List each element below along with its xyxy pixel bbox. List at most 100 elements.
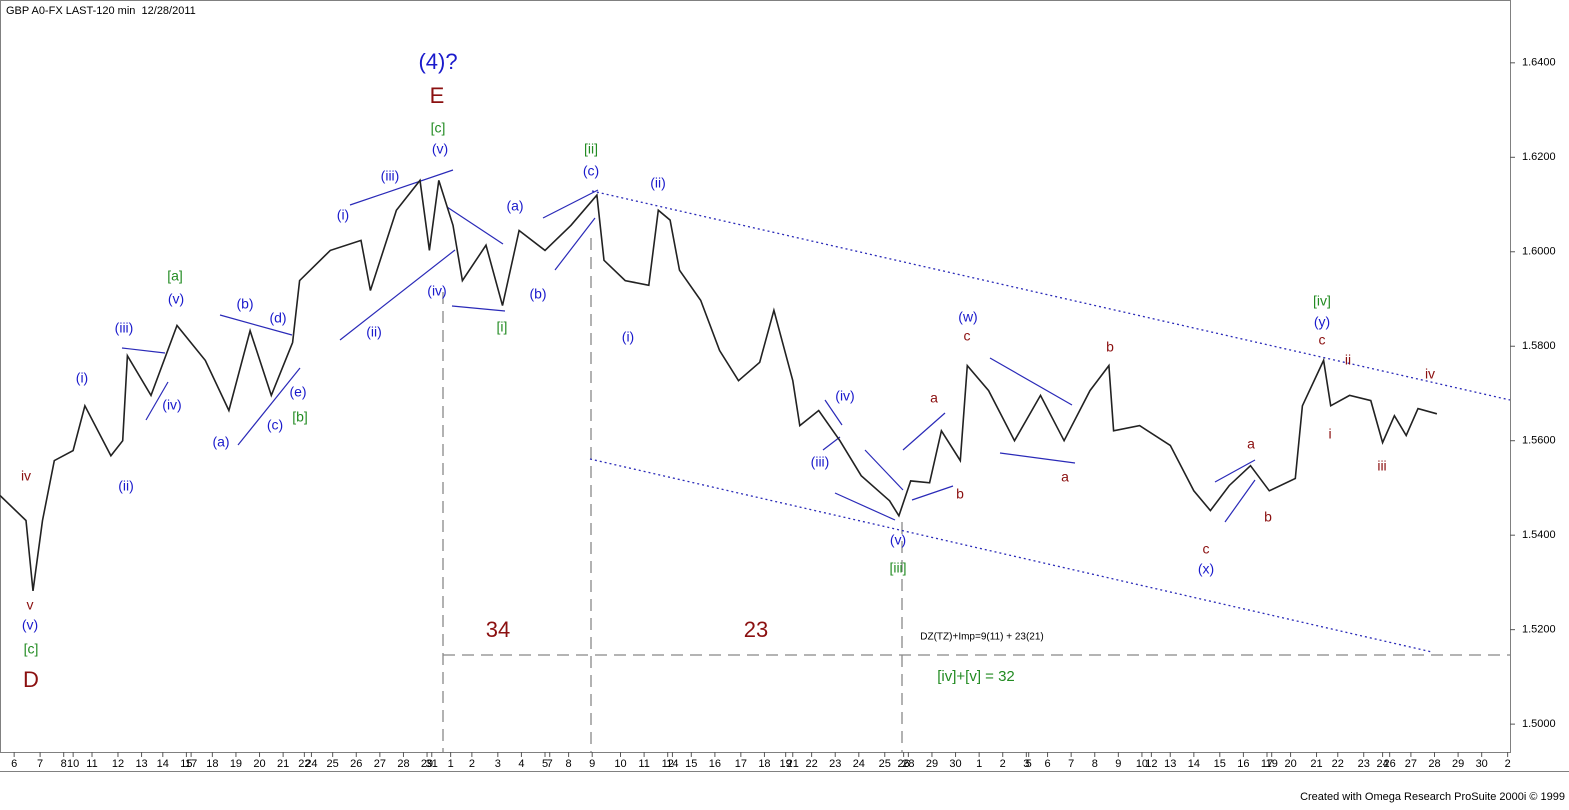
wave-label: (a) — [212, 434, 229, 450]
x-tick-label: 2 — [1000, 758, 1006, 770]
wave-label: b — [956, 486, 964, 502]
wave-label: (x) — [1198, 561, 1214, 577]
wave-label: (i) — [76, 370, 88, 386]
wave-label: 34 — [486, 617, 510, 642]
trend-line — [446, 206, 504, 245]
wave-label: (c) — [583, 163, 599, 179]
trend-line — [824, 399, 843, 426]
y-tick-label: 1.5000 — [1522, 718, 1556, 730]
wave-label: (v) — [168, 291, 184, 307]
x-tick-label: 24 — [1376, 758, 1388, 770]
x-tick-label: 24 — [853, 758, 865, 770]
wave-label: (c) — [267, 417, 283, 433]
wave-label: [a] — [167, 268, 183, 284]
wave-label: (b) — [529, 286, 546, 302]
x-tick-label: 22 — [1332, 758, 1344, 770]
wave-label: (a) — [506, 198, 523, 214]
x-tick-label: 17 — [1261, 758, 1273, 770]
x-tick-label: 26 — [1384, 758, 1396, 770]
x-tick-label: 10 — [1136, 758, 1148, 770]
wave-label: (ii) — [118, 478, 134, 494]
x-tick-label: 21 — [1310, 758, 1322, 770]
x-tick-label: 23 — [1358, 758, 1370, 770]
x-tick-label: 22 — [806, 758, 818, 770]
x-tick-label: 19 — [230, 758, 242, 770]
trend-line — [999, 452, 1076, 464]
x-tick-label: 4 — [518, 758, 524, 770]
x-tick-label: 1 — [976, 758, 982, 770]
x-tick-label: 15 — [1214, 758, 1226, 770]
trend-line — [451, 305, 506, 312]
wave-label: (b) — [236, 296, 253, 312]
wave-label: (i) — [337, 207, 349, 223]
wave-label: ii — [1345, 352, 1351, 368]
reference-lines — [442, 238, 1510, 752]
wave-label: 23 — [744, 617, 768, 642]
x-tick-label: 28 — [1428, 758, 1440, 770]
footer: Created with Omega Research ProSuite 200… — [1300, 791, 1565, 803]
wave-label: iv — [21, 468, 31, 484]
y-tick-label: 1.5400 — [1522, 529, 1556, 541]
wave-label: iv — [1425, 366, 1435, 382]
x-tick-label: 15 — [180, 758, 192, 770]
trend-line — [989, 357, 1073, 406]
x-tick-label: 13 — [135, 758, 147, 770]
x-tick-label: 10 — [614, 758, 626, 770]
wave-label: (iii) — [811, 454, 830, 470]
x-tick-label: 5 — [1026, 758, 1032, 770]
wave-label: (4)? — [418, 49, 457, 74]
x-tick-label: 21 — [277, 758, 289, 770]
wave-label: a — [930, 390, 938, 406]
x-tick-label: 8 — [61, 758, 67, 770]
x-tick-label: 29 — [1452, 758, 1464, 770]
wave-label: [i] — [497, 319, 508, 335]
x-tick-label: 19 — [1266, 758, 1278, 770]
x-tick-label: 16 — [709, 758, 721, 770]
chart-title: GBP A0-FX LAST-120 min 12/28/2011 — [6, 5, 196, 17]
wave-label: (iv) — [162, 397, 181, 413]
x-tick-label: 16 — [1237, 758, 1249, 770]
wave-label: E — [430, 83, 445, 108]
x-tick-label: 17 — [735, 758, 747, 770]
x-tick-label: 11 — [86, 758, 97, 770]
wave-label: (v) — [890, 532, 906, 548]
y-tick-label: 1.6000 — [1522, 246, 1556, 258]
trend-line — [542, 189, 599, 219]
y-tick-label: 1.5800 — [1522, 340, 1556, 352]
wave-label: (ii) — [366, 324, 382, 340]
x-tick-label: 9 — [589, 758, 595, 770]
wave-label: c — [1203, 541, 1210, 557]
x-tick-label: 13 — [1164, 758, 1176, 770]
trend-line — [339, 249, 456, 341]
wave-label: a — [1061, 469, 1069, 485]
wave-label: (iii) — [115, 320, 134, 336]
x-tick-label: 6 — [1045, 758, 1051, 770]
trend-lines — [121, 169, 1256, 523]
wave-label: (iii) — [381, 168, 400, 184]
x-tick-label: 10 — [67, 758, 79, 770]
x-tick-label: 14 — [1188, 758, 1200, 770]
trend-line — [834, 492, 896, 521]
wave-label: i — [1328, 426, 1331, 442]
y-tick-label: 1.5200 — [1522, 624, 1556, 636]
x-tick-label: 8 — [1092, 758, 1098, 770]
wave-label: b — [1264, 509, 1272, 525]
x-tick-label: 14 — [157, 758, 169, 770]
x-tick-label: 29 — [926, 758, 938, 770]
wave-label: [iv] — [1313, 293, 1331, 309]
wave-label: c — [964, 328, 971, 344]
wave-label: [ii] — [584, 141, 598, 157]
wave-label: b — [1106, 339, 1114, 355]
x-tick-label: 7 — [1068, 758, 1074, 770]
x-tick-label: 26 — [350, 758, 362, 770]
wave-label: DZ(TZ)+Imp=9(11) + 23(21) — [920, 632, 1043, 643]
y-tick-label: 1.6200 — [1522, 151, 1556, 163]
wave-label: [iv]+[v] = 32 — [937, 668, 1015, 685]
trend-line — [911, 485, 954, 501]
y-tick-label: 1.6400 — [1522, 57, 1556, 69]
x-tick-label: 5 — [542, 758, 548, 770]
wave-label: a — [1247, 436, 1255, 452]
trend-line — [219, 314, 293, 336]
